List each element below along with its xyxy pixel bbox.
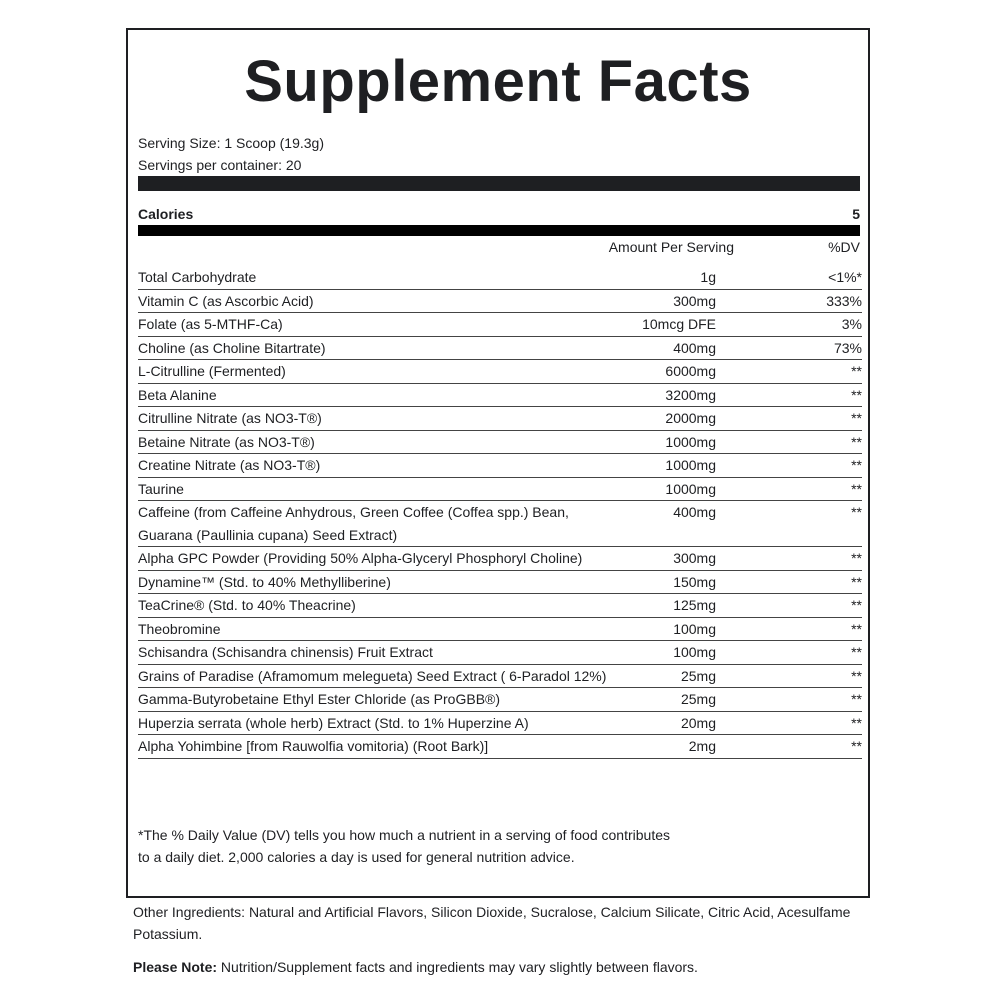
nutrient-dv: ** xyxy=(752,430,862,454)
table-row: Betaine Nitrate (as NO3-T®) 1000mg ** xyxy=(138,430,862,454)
nutrient-amount: 100mg xyxy=(608,617,752,641)
table-row: Alpha Yohimbine [from Rauwolfia vomitori… xyxy=(138,734,862,759)
nutrient-amount: 400mg xyxy=(608,336,752,360)
nutrient-name: Alpha Yohimbine [from Rauwolfia vomitori… xyxy=(138,734,608,759)
please-note-text: Nutrition/Supplement facts and ingredien… xyxy=(217,959,698,975)
nutrient-name: Creatine Nitrate (as NO3-T®) xyxy=(138,453,608,478)
please-note-label: Please Note: xyxy=(133,959,218,975)
dv-header: %DV xyxy=(828,239,860,255)
servings-per-container: Servings per container: 20 xyxy=(138,157,302,173)
table-row: Gamma-Butyrobetaine Ethyl Ester Chloride… xyxy=(138,687,862,712)
nutrient-dv: <1%* xyxy=(752,266,862,290)
nutrient-name: Taurine xyxy=(138,477,608,501)
nutrient-amount: 400mg xyxy=(608,500,752,547)
table-row: L-Citrulline (Fermented) 6000mg ** xyxy=(138,359,862,384)
nutrient-name: Theobromine xyxy=(138,617,608,641)
nutrient-amount: 300mg xyxy=(608,289,752,313)
nutrient-amount: 125mg xyxy=(608,593,752,618)
nutrient-amount: 20mg xyxy=(608,711,752,735)
nutrient-dv: 3% xyxy=(752,312,862,337)
nutrient-name: Caffeine (from Caffeine Anhydrous, Green… xyxy=(138,500,608,547)
nutrient-dv: ** xyxy=(752,593,862,618)
table-row: Theobromine 100mg ** xyxy=(138,617,862,641)
nutrient-name: L-Citrulline (Fermented) xyxy=(138,359,608,384)
nutrient-dv: ** xyxy=(752,570,862,594)
nutrient-name: Gamma-Butyrobetaine Ethyl Ester Chloride… xyxy=(138,687,608,712)
nutrient-amount: 6000mg xyxy=(608,359,752,384)
serving-size: Serving Size: 1 Scoop (19.3g) xyxy=(138,135,324,151)
nutrient-name: Citrulline Nitrate (as NO3-T®) xyxy=(138,406,608,431)
nutrient-amount: 1g xyxy=(608,266,752,290)
table-row: Caffeine (from Caffeine Anhydrous, Green… xyxy=(138,500,862,547)
nutrient-name: Choline (as Choline Bitartrate) xyxy=(138,336,608,360)
supplement-facts-panel: Supplement Facts Serving Size: 1 Scoop (… xyxy=(126,28,870,898)
nutrient-amount: 1000mg xyxy=(608,477,752,501)
nutrient-dv: 333% xyxy=(752,289,862,313)
nutrient-name: Schisandra (Schisandra chinensis) Fruit … xyxy=(138,640,608,665)
amount-header: Amount Per Serving xyxy=(608,239,734,255)
nutrient-dv: ** xyxy=(752,617,862,641)
nutrient-dv: ** xyxy=(752,687,862,712)
nutrient-name: Total Carbohydrate xyxy=(138,266,608,290)
nutrient-dv: ** xyxy=(752,500,862,547)
nutrient-dv: ** xyxy=(752,406,862,431)
table-row: Taurine 1000mg ** xyxy=(138,477,862,501)
table-row: Dynamine™ (Std. to 40% Methylliberine) 15… xyxy=(138,570,862,594)
column-header: Amount Per Serving %DV xyxy=(138,239,860,259)
nutrient-dv: ** xyxy=(752,359,862,384)
nutrient-dv: ** xyxy=(752,383,862,407)
table-row: TeaCrine® (Std. to 40% Theacrine) 125mg ** xyxy=(138,593,862,618)
nutrient-amount: 1000mg xyxy=(608,453,752,478)
nutrient-amount: 25mg xyxy=(608,664,752,688)
table-row: Beta Alanine 3200mg ** xyxy=(138,383,862,407)
table-row: Citrulline Nitrate (as NO3-T®) 2000mg ** xyxy=(138,406,862,431)
table-row: Alpha GPC Powder (Providing 50% Alpha-Gl… xyxy=(138,546,862,571)
nutrient-name: TeaCrine® (Std. to 40% Theacrine) xyxy=(138,593,608,618)
nutrient-amount: 2mg xyxy=(608,734,752,759)
nutrient-dv: ** xyxy=(752,640,862,665)
nutrient-dv: ** xyxy=(752,453,862,478)
footnote: *The % Daily Value (DV) tells you how mu… xyxy=(138,827,670,865)
nutrient-name: Alpha GPC Powder (Providing 50% Alpha-Gl… xyxy=(138,546,608,571)
nutrient-dv: ** xyxy=(752,477,862,501)
table-row: Creatine Nitrate (as NO3-T®) 1000mg ** xyxy=(138,453,862,478)
nutrient-name: Folate (as 5-MTHF-Ca) xyxy=(138,312,608,337)
table-row: Folate (as 5-MTHF-Ca) 10mcg DFE 3% xyxy=(138,312,862,337)
table-row: Huperzia serrata (whole herb) Extract (S… xyxy=(138,711,862,735)
nutrient-table: Total Carbohydrate 1g <1%* Vitamin C (as As… xyxy=(138,266,862,759)
nutrient-amount: 10mcg DFE xyxy=(608,312,752,337)
nutrient-dv: 73% xyxy=(752,336,862,360)
table-row: Vitamin C (as Ascorbic Acid) 300mg 333% xyxy=(138,289,862,313)
nutrient-name: Vitamin C (as Ascorbic Acid) xyxy=(138,289,608,313)
panel-title: Supplement Facts xyxy=(244,49,752,114)
table-row: Choline (as Choline Bitartrate) 400mg 73% xyxy=(138,336,862,360)
nutrient-name: Dynamine™ (Std. to 40% Methylliberine) xyxy=(138,570,608,594)
calories-label: Calories xyxy=(138,206,194,222)
nutrient-amount: 2000mg xyxy=(608,406,752,431)
calories-row: Calories 5 xyxy=(138,206,860,222)
nutrient-dv: ** xyxy=(752,546,862,571)
nutrient-dv: ** xyxy=(752,734,862,759)
table-row: Grains of Paradise (Aframomum melegueta)… xyxy=(138,664,862,688)
thick-divider xyxy=(138,176,860,191)
nutrient-name: Beta Alanine xyxy=(138,383,608,407)
table-row: Schisandra (Schisandra chinensis) Fruit … xyxy=(138,640,862,665)
nutrient-amount: 1000mg xyxy=(608,430,752,454)
calories-value: 5 xyxy=(852,206,860,222)
please-note: Please Note: Nutrition/Supplement facts … xyxy=(133,957,698,977)
nutrient-amount: 100mg xyxy=(608,640,752,665)
nutrient-name: Betaine Nitrate (as NO3-T®) xyxy=(138,430,608,454)
nutrient-amount: 300mg xyxy=(608,546,752,571)
table-row: Total Carbohydrate 1g <1%* xyxy=(138,266,862,290)
other-ingredients: Other Ingredients: Natural and Artificia… xyxy=(133,904,851,942)
nutrient-dv: ** xyxy=(752,664,862,688)
nutrient-amount: 25mg xyxy=(608,687,752,712)
calories-divider xyxy=(138,225,860,236)
nutrient-amount: 150mg xyxy=(608,570,752,594)
nutrient-dv: ** xyxy=(752,711,862,735)
nutrient-name: Huperzia serrata (whole herb) Extract (S… xyxy=(138,711,608,735)
nutrient-name: Grains of Paradise (Aframomum melegueta)… xyxy=(138,664,608,688)
nutrient-amount: 3200mg xyxy=(608,383,752,407)
